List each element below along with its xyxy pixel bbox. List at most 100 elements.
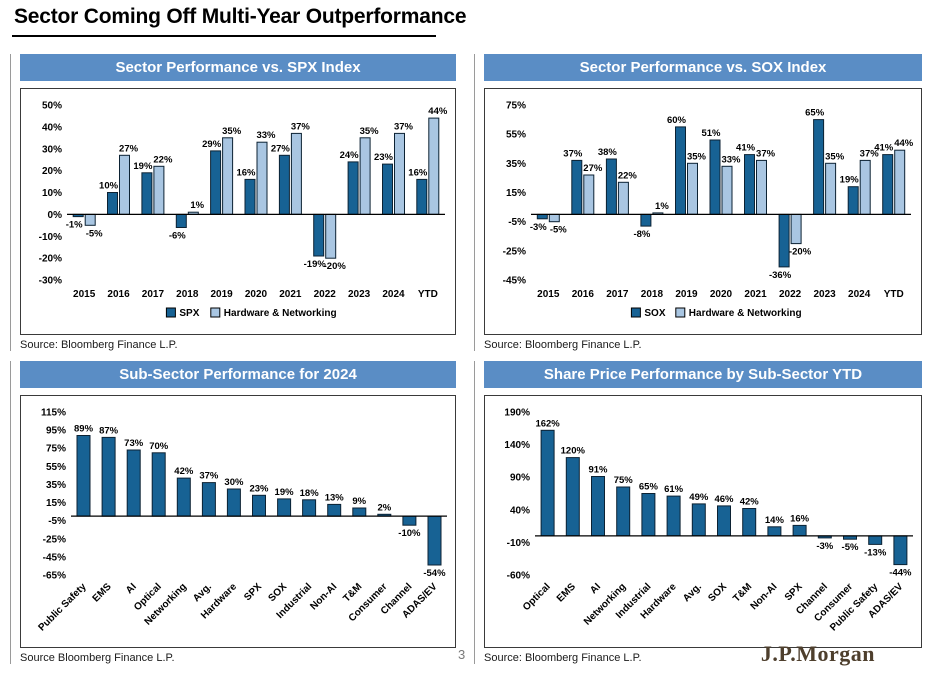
svg-text:38%: 38%	[598, 147, 618, 158]
svg-text:2022: 2022	[779, 289, 802, 300]
svg-text:61%: 61%	[664, 484, 684, 495]
title-underline	[12, 35, 436, 37]
svg-text:-5%: -5%	[842, 542, 859, 553]
svg-text:-20%: -20%	[39, 254, 62, 265]
svg-text:SOX: SOX	[706, 581, 729, 604]
svg-text:-44%: -44%	[889, 568, 912, 579]
svg-text:13%: 13%	[325, 492, 345, 503]
svg-text:24%: 24%	[340, 150, 360, 161]
svg-text:Non-AI: Non-AI	[308, 581, 339, 612]
svg-text:51%: 51%	[701, 128, 721, 139]
svg-text:18%: 18%	[300, 488, 320, 499]
svg-text:55%: 55%	[46, 462, 66, 473]
svg-text:SPX: SPX	[242, 581, 264, 603]
page-title: Sector Coming Off Multi-Year Outperforma…	[14, 5, 467, 28]
svg-text:10%: 10%	[99, 181, 119, 192]
svg-text:Avg.: Avg.	[681, 581, 704, 604]
svg-text:-5%: -5%	[48, 516, 66, 527]
chart-canvas: 50% 40% 30% 20% 10% 0% -10% -20% -30% -1% 10% 19% -6…	[39, 101, 448, 320]
panel-subsector-ytd: Share Price Performance by Sub-Sector YT…	[474, 361, 922, 664]
panel-divider	[474, 54, 475, 351]
svg-text:9%: 9%	[352, 496, 366, 507]
chart-canvas: 190% 140% 90% 40% -10% -60% 162% 120%91% 75% 65% 6…	[504, 408, 913, 634]
svg-text:35%: 35%	[687, 151, 707, 162]
svg-text:-65%: -65%	[43, 571, 66, 582]
svg-text:15%: 15%	[46, 498, 66, 509]
source-note: Source Bloomberg Finance L.P.	[20, 652, 175, 664]
svg-text:2023: 2023	[814, 289, 837, 300]
svg-text:55%: 55%	[506, 130, 526, 141]
svg-text:SOX: SOX	[644, 308, 665, 319]
svg-text:2023: 2023	[348, 289, 371, 300]
panel-spx-comparison: Sector Performance vs. SPX Index 50% 40% 3…	[10, 54, 456, 351]
panel-header-subsector-2024: Sub-Sector Performance for 2024	[20, 361, 456, 388]
svg-text:1%: 1%	[655, 201, 669, 212]
svg-text:-5%: -5%	[86, 228, 103, 239]
svg-text:16%: 16%	[408, 167, 428, 178]
svg-text:35%: 35%	[222, 126, 242, 137]
svg-text:75%: 75%	[614, 475, 634, 486]
svg-text:Hardware & Networking: Hardware & Networking	[224, 308, 337, 319]
panel-divider	[10, 361, 11, 664]
svg-text:22%: 22%	[153, 154, 173, 165]
page-number: 3	[458, 647, 466, 662]
svg-text:2020: 2020	[710, 289, 733, 300]
svg-text:YTD: YTD	[418, 289, 438, 300]
svg-text:AI: AI	[588, 581, 603, 596]
panel-divider	[10, 54, 11, 351]
svg-text:14%: 14%	[765, 515, 785, 526]
svg-text:162%: 162%	[535, 418, 560, 429]
svg-text:0%: 0%	[48, 210, 63, 221]
svg-text:44%: 44%	[894, 138, 914, 149]
svg-text:27%: 27%	[271, 143, 291, 154]
panel-subsector-2024: Sub-Sector Performance for 2024 115% 95% 7…	[10, 361, 456, 664]
svg-text:120%: 120%	[561, 446, 586, 457]
svg-text:15%: 15%	[506, 188, 526, 199]
svg-text:37%: 37%	[394, 121, 414, 132]
bars	[72, 117, 440, 259]
svg-text:-20%: -20%	[789, 247, 812, 258]
svg-text:50%: 50%	[42, 101, 62, 112]
svg-text:2015: 2015	[537, 289, 560, 300]
svg-text:19%: 19%	[840, 175, 860, 186]
svg-text:33%: 33%	[256, 130, 276, 141]
svg-text:-10%: -10%	[39, 232, 62, 243]
bars	[76, 435, 442, 566]
svg-text:41%: 41%	[874, 143, 894, 154]
legend: SPX Hardware & Networking	[165, 307, 337, 319]
svg-text:-1%: -1%	[66, 220, 83, 231]
svg-text:-3%: -3%	[816, 541, 833, 552]
svg-text:2021: 2021	[744, 289, 767, 300]
svg-text:2016: 2016	[107, 289, 130, 300]
svg-text:-19%: -19%	[304, 259, 327, 270]
svg-text:41%: 41%	[736, 143, 756, 154]
svg-text:33%: 33%	[721, 154, 741, 165]
svg-text:40%: 40%	[510, 505, 530, 516]
svg-text:2024: 2024	[382, 289, 405, 300]
jpmorgan-logo: J.P.Morgan	[760, 641, 875, 666]
source-note: Source: Bloomberg Finance L.P.	[20, 339, 178, 351]
svg-text:46%: 46%	[714, 494, 734, 505]
svg-text:140%: 140%	[504, 440, 530, 451]
svg-text:-13%: -13%	[864, 547, 887, 558]
svg-text:23%: 23%	[374, 152, 394, 163]
svg-text:20%: 20%	[42, 166, 62, 177]
svg-text:19%: 19%	[275, 487, 295, 498]
svg-text:49%: 49%	[689, 492, 709, 503]
svg-text:16%: 16%	[790, 513, 810, 524]
legend: SOX Hardware & Networking	[630, 307, 802, 319]
svg-text:65%: 65%	[805, 108, 825, 119]
chart-canvas: 75% 55% 35% 15% -5% -25% -45% -3% 37% 38% -8% 60% 51…	[503, 101, 914, 320]
svg-text:2018: 2018	[176, 289, 199, 300]
svg-text:89%: 89%	[74, 424, 94, 435]
svg-text:-20%: -20%	[324, 261, 347, 272]
panel-sox-comparison: Sector Performance vs. SOX Index 75% 55% 3…	[474, 54, 922, 351]
svg-text:SPX: SPX	[783, 581, 805, 603]
svg-text:AI: AI	[124, 581, 139, 596]
svg-text:37%: 37%	[756, 148, 776, 159]
source-note: Source: Bloomberg Finance L.P.	[484, 339, 642, 351]
svg-text:87%: 87%	[99, 425, 119, 436]
svg-text:-8%: -8%	[633, 229, 650, 240]
svg-text:91%: 91%	[588, 465, 608, 476]
svg-text:42%: 42%	[174, 466, 194, 477]
